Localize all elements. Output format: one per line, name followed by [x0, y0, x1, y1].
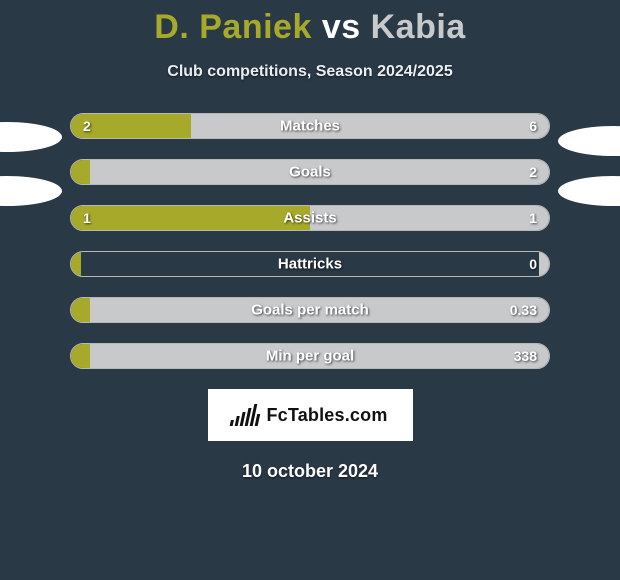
stat-row: 0.33Goals per match [70, 297, 550, 323]
stat-label: Assists [71, 210, 549, 227]
stat-label: Min per goal [71, 348, 549, 365]
fctables-logo: FcTables.com [208, 389, 413, 441]
logo-text: FcTables.com [266, 405, 387, 426]
stat-row: 2Goals [70, 159, 550, 185]
logo-bars-icon [230, 404, 263, 426]
stat-row: 26Matches [70, 113, 550, 139]
player1-marker [0, 122, 62, 152]
player1-name: D. Paniek [154, 8, 312, 46]
stat-label: Goals [71, 164, 549, 181]
subtitle: Club competitions, Season 2024/2025 [0, 63, 620, 81]
comparison-title: D. Paniek vs Kabia [0, 0, 620, 47]
vs-separator: vs [322, 8, 361, 46]
player2-marker [558, 126, 620, 156]
stat-row: 0Hattricks [70, 251, 550, 277]
stat-row: 11Assists [70, 205, 550, 231]
date-label: 10 october 2024 [0, 461, 620, 482]
player2-name: Kabia [371, 8, 466, 46]
stat-label: Goals per match [71, 302, 549, 319]
stat-label: Hattricks [71, 256, 549, 273]
player1-marker [0, 176, 62, 206]
stat-label: Matches [71, 118, 549, 135]
stats-container: 26Matches 2Goals 11Assists 0Hattricks 0.33Go… [70, 113, 550, 369]
player2-marker [558, 176, 620, 206]
stat-row: 338Min per goal [70, 343, 550, 369]
